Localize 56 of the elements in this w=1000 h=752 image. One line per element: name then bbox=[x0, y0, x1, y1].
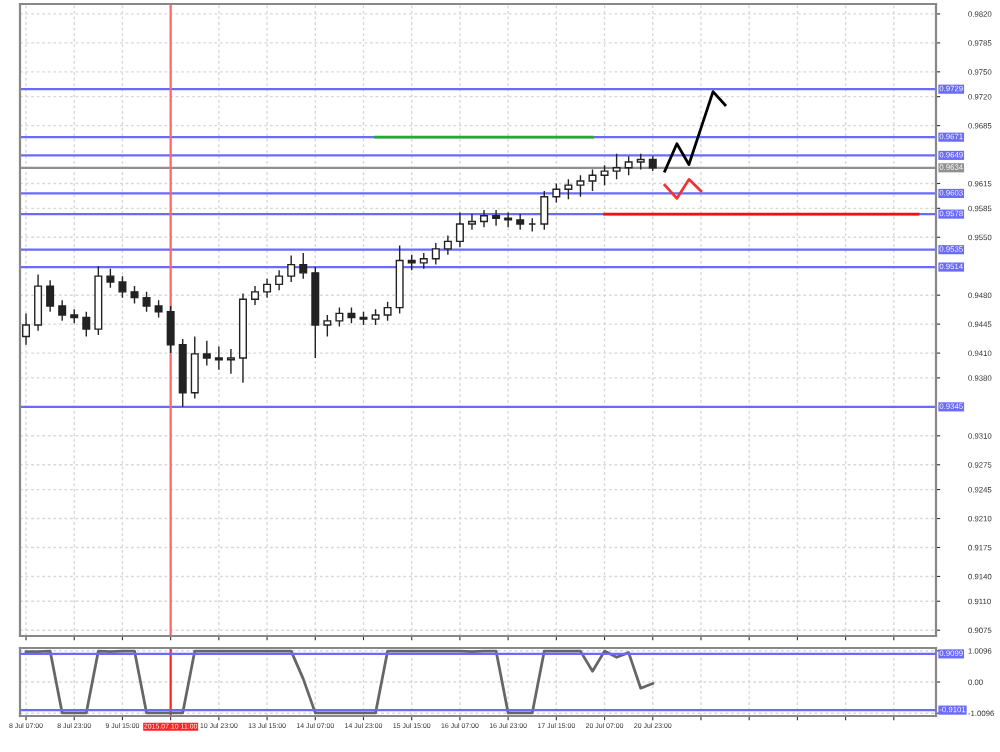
candlestick bbox=[552, 182, 561, 204]
candlestick bbox=[612, 153, 621, 181]
candlestick bbox=[311, 266, 320, 359]
line-series bbox=[663, 90, 727, 173]
candlestick bbox=[467, 213, 476, 231]
candlestick bbox=[22, 312, 31, 346]
candlestick bbox=[323, 314, 332, 338]
candlestick bbox=[275, 269, 284, 291]
candlestick bbox=[395, 244, 404, 315]
candlestick bbox=[251, 285, 260, 306]
candlestick bbox=[359, 311, 368, 326]
candlestick bbox=[504, 211, 513, 229]
candlestick bbox=[407, 253, 416, 272]
candlestick bbox=[226, 348, 235, 375]
candlestick bbox=[528, 217, 537, 233]
candlestick bbox=[58, 299, 67, 322]
candlestick bbox=[214, 345, 223, 371]
line-series bbox=[663, 177, 703, 200]
candlestick bbox=[178, 338, 187, 408]
candlestick bbox=[34, 273, 43, 332]
candlestick bbox=[443, 234, 452, 256]
candlestick bbox=[588, 168, 597, 192]
candlestick bbox=[492, 209, 501, 227]
candlestick bbox=[166, 305, 175, 354]
candlestick bbox=[419, 252, 428, 270]
candlestick bbox=[106, 268, 115, 289]
candlestick bbox=[130, 285, 139, 305]
candlestick bbox=[576, 174, 585, 198]
candlestick bbox=[46, 279, 55, 313]
candlestick bbox=[238, 292, 247, 384]
candlestick bbox=[335, 306, 344, 328]
candlestick bbox=[299, 252, 308, 280]
candlestick bbox=[190, 335, 199, 400]
candlestick bbox=[202, 339, 211, 367]
candlestick bbox=[154, 299, 163, 319]
candlestick bbox=[600, 164, 609, 186]
candlestick bbox=[455, 211, 464, 248]
candlestick bbox=[287, 254, 296, 283]
candlestick bbox=[82, 311, 91, 338]
candlestick bbox=[648, 155, 657, 172]
candlestick bbox=[516, 213, 525, 231]
candlestick bbox=[564, 178, 573, 200]
candlestick bbox=[431, 242, 440, 266]
line-series bbox=[24, 649, 655, 715]
candlestick bbox=[480, 209, 489, 229]
candlestick bbox=[540, 190, 549, 231]
candlestick bbox=[94, 265, 103, 336]
candlestick bbox=[347, 306, 356, 325]
candlestick bbox=[70, 308, 79, 325]
candlestick bbox=[371, 308, 380, 326]
candlestick bbox=[118, 275, 127, 299]
candlestick bbox=[142, 291, 151, 313]
candlestick bbox=[624, 155, 633, 176]
candlestick bbox=[263, 277, 272, 299]
candlestick bbox=[636, 153, 645, 171]
candlestick bbox=[383, 301, 392, 322]
